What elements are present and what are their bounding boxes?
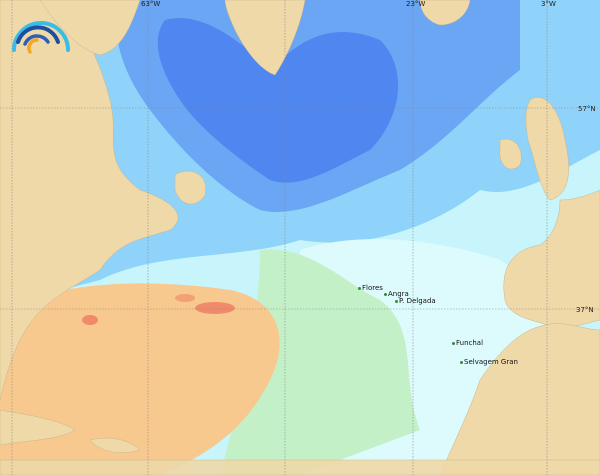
land-north-america	[0, 0, 179, 401]
location-dot-icon	[384, 292, 387, 296]
ocean-green-zone	[220, 249, 420, 475]
land-iceland	[419, 0, 471, 26]
place-marker[interactable]: Angra	[384, 290, 409, 298]
place-marker[interactable]: Flores	[358, 284, 383, 292]
ocean-hot-spot	[82, 315, 98, 325]
land-caribbean	[0, 409, 76, 446]
place-marker[interactable]: P. Delgada	[395, 297, 436, 305]
land-ireland	[499, 138, 522, 170]
lon-label: 63°W	[141, 0, 161, 8]
land-south-america	[0, 459, 600, 475]
lat-label: 37°N	[576, 306, 594, 314]
lon-label: 3°W	[541, 0, 556, 8]
land-africa	[439, 323, 600, 475]
land-hispaniola	[89, 437, 141, 453]
ocean-hot-spot	[175, 294, 195, 302]
location-dot-icon	[395, 299, 398, 303]
land-baffin	[39, 0, 141, 56]
lon-label: 23°W	[406, 0, 426, 8]
place-marker[interactable]: Funchal	[452, 339, 483, 347]
land-europe	[503, 189, 600, 331]
land-newfoundland	[174, 170, 207, 205]
location-dot-icon	[358, 286, 361, 290]
arc-rainbow-logo	[12, 21, 70, 54]
place-marker[interactable]: Selvagem Gran	[460, 358, 518, 366]
ocean-deep-blue-zone	[157, 18, 399, 183]
lat-label: 57°N	[578, 105, 596, 113]
ocean-hot-spot	[195, 302, 235, 314]
location-dot-icon	[460, 360, 463, 364]
land-britain	[525, 97, 569, 201]
location-dot-icon	[452, 341, 455, 345]
